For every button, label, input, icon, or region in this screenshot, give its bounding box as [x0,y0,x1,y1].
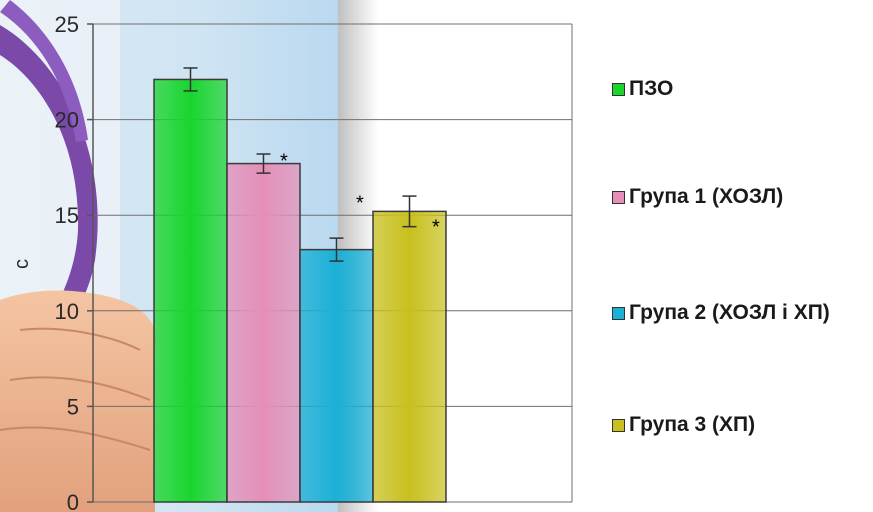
legend-label: ПЗО [629,77,674,100]
error-bars [183,67,417,262]
legend-item-pzo: ПЗО [612,76,867,102]
significance-marks: * * * [280,151,440,239]
legend: ПЗО Група 1 (ХОЗЛ) Група 2 (ХОЗЛ і ХП) Г… [612,0,873,512]
finger-line [9,376,151,401]
y-tick-label: 25 [55,12,79,37]
stethoscope-tube [0,25,98,330]
legend-item-group1: Група 1 (ХОЗЛ) [612,184,867,210]
legend-label: Група 3 (ХП) [629,413,756,436]
legend-item-group2: Група 2 (ХОЗЛ і ХП) [612,300,867,326]
y-axis-ticks: 0 5 10 15 20 25 [55,12,93,512]
legend-swatch [612,307,625,320]
legend-swatch [612,191,625,204]
bar [299,248,374,503]
error-bar [402,195,417,228]
y-tick-label: 5 [67,394,79,419]
y-tick-label: 0 [67,490,79,512]
legend-label: Група 1 (ХОЗЛ) [629,185,784,208]
y-tick-label: 15 [55,203,79,228]
legend-label: Група 2 (ХОЗЛ і ХП) [629,301,830,324]
error-bar [183,67,198,92]
stethoscope-tube-upper [0,0,88,142]
finger-line [19,327,141,351]
bar [153,78,228,503]
y-tick-label: 20 [55,108,79,133]
hand [0,290,157,512]
finger-line [0,426,151,451]
error-bar [329,237,344,262]
bar [372,210,447,503]
significance-mark: * [280,151,288,173]
legend-item-group3: Група 3 (ХП) [612,412,867,438]
error-bar [256,153,271,174]
significance-mark: * [356,193,364,215]
significance-mark: * [432,216,440,238]
y-axis-title: с [11,259,33,269]
legend-swatch [612,419,625,432]
y-tick-label: 10 [55,299,79,324]
legend-swatch [612,83,625,96]
bar [226,162,301,503]
bars [153,78,447,503]
